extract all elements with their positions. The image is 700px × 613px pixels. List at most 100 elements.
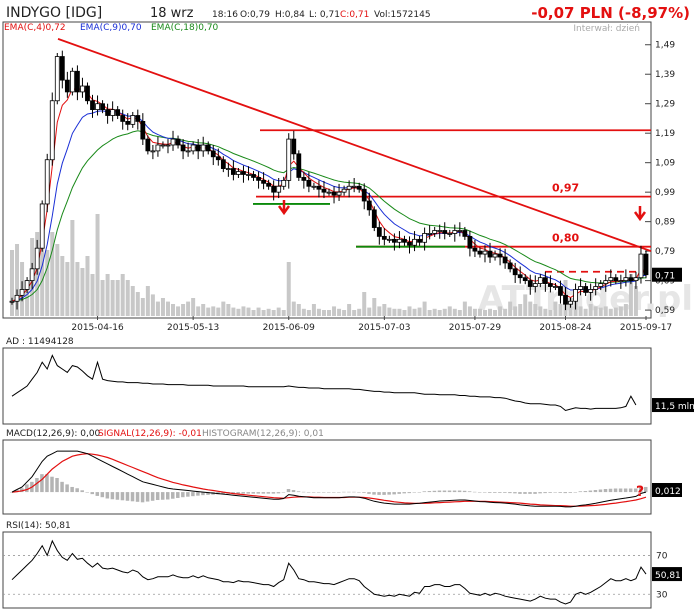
volume-bar	[135, 292, 140, 316]
histogram-label: HISTOGRAM(12,26,9): 0,01	[202, 429, 324, 439]
candle-body	[160, 144, 166, 147]
candle-body	[321, 188, 327, 193]
candle-body	[507, 262, 513, 270]
histogram-bar	[644, 486, 648, 493]
candle-body	[407, 241, 412, 246]
volume-bar	[201, 304, 206, 316]
rsi-line	[11, 539, 647, 605]
volume-bar	[402, 310, 407, 316]
candle-body	[326, 191, 332, 194]
volume-bar	[311, 304, 316, 316]
candle-body	[34, 247, 40, 270]
volume-bar	[301, 308, 306, 316]
volume-bar	[321, 310, 326, 316]
histogram-bar	[171, 492, 175, 499]
histogram-bar	[241, 492, 245, 494]
volume-bar	[261, 310, 266, 316]
candle-body	[130, 115, 136, 125]
volume-bar	[256, 307, 261, 316]
volume-bar	[548, 310, 553, 316]
histogram-bar	[181, 492, 185, 498]
legend-ema4: EMA(C,4)0,72	[4, 23, 66, 33]
candle-body	[553, 286, 558, 288]
volume-bar	[50, 232, 55, 316]
histogram-bar	[342, 491, 346, 493]
histogram-bar	[548, 492, 552, 493]
price-y-tick-label: 1,49	[655, 41, 675, 51]
candle-body	[185, 150, 191, 153]
histogram-bar	[276, 492, 281, 494]
volume-bar	[296, 304, 301, 316]
candle-body	[251, 174, 256, 178]
histogram-bar	[75, 488, 79, 493]
histogram-bar	[533, 492, 537, 494]
candle-body	[291, 138, 297, 155]
rsi-last-value: 50,81	[655, 571, 681, 581]
volume-bar	[543, 308, 548, 316]
volume-bar	[412, 308, 417, 316]
candle-body	[145, 138, 151, 152]
volume-bar	[467, 306, 472, 316]
histogram-bar	[291, 490, 296, 493]
volume-bar	[392, 308, 397, 316]
volume-bar	[367, 307, 372, 316]
candle-body	[276, 185, 282, 193]
histogram-bar	[231, 492, 235, 494]
volume-bar	[271, 310, 276, 316]
arrow-down-icon	[633, 206, 647, 222]
histogram-bar	[447, 490, 452, 493]
histogram-bar	[45, 474, 49, 493]
histogram-bar	[140, 492, 145, 503]
price-y-tick-label: 1,19	[655, 129, 675, 139]
histogram-bar	[367, 492, 371, 494]
histogram-bar	[457, 490, 462, 493]
candle-body	[95, 103, 100, 111]
legend-ema9: EMA(C,9)0,70	[80, 23, 142, 33]
volume-bar	[603, 306, 608, 316]
volume-bar	[221, 301, 226, 316]
volume-bar	[165, 301, 170, 316]
ema9-line	[11, 110, 647, 302]
interval-label: Interwał: dzień	[573, 24, 640, 34]
price-x-tick-label: 2015-06-09	[263, 323, 316, 333]
volume-bar	[618, 306, 623, 316]
histogram-bar	[246, 492, 250, 494]
candle-body	[155, 144, 161, 152]
candle-body	[90, 100, 95, 111]
price-x-tick-label: 2015-09-17	[620, 323, 672, 333]
volume-bar	[231, 307, 236, 316]
volume-bar	[472, 308, 477, 316]
candle-body	[527, 280, 533, 287]
histogram-bar	[90, 492, 95, 495]
candle-body	[165, 144, 171, 147]
volume-bar	[578, 306, 583, 316]
candle-body	[311, 185, 317, 188]
volume-bar	[598, 307, 603, 316]
histogram-bar	[628, 488, 633, 493]
histogram-bar	[518, 492, 522, 494]
volume-bar	[95, 214, 100, 316]
histogram-bar	[221, 492, 225, 495]
histogram-bar	[362, 492, 366, 493]
signal-label: SIGNAL(12,26,9): -0,01	[98, 429, 202, 439]
candle-body	[402, 238, 407, 243]
volume-bar	[181, 304, 186, 316]
histogram-bar	[347, 491, 351, 493]
histogram-bar	[477, 492, 482, 493]
candle-body	[261, 179, 266, 184]
candle-body	[532, 283, 538, 287]
candle-body	[341, 188, 347, 193]
candle-body	[200, 144, 206, 152]
candle-body	[371, 209, 377, 228]
volume-bar	[191, 298, 196, 316]
candle-body	[105, 109, 111, 116]
volume-bar	[55, 244, 60, 316]
candle-body	[437, 230, 443, 232]
volume-bar	[482, 310, 487, 316]
histogram-bar	[357, 492, 361, 493]
candle-body	[135, 115, 141, 122]
volume-bar	[316, 308, 321, 316]
volume-bar	[60, 256, 65, 316]
candle-body	[517, 274, 523, 279]
